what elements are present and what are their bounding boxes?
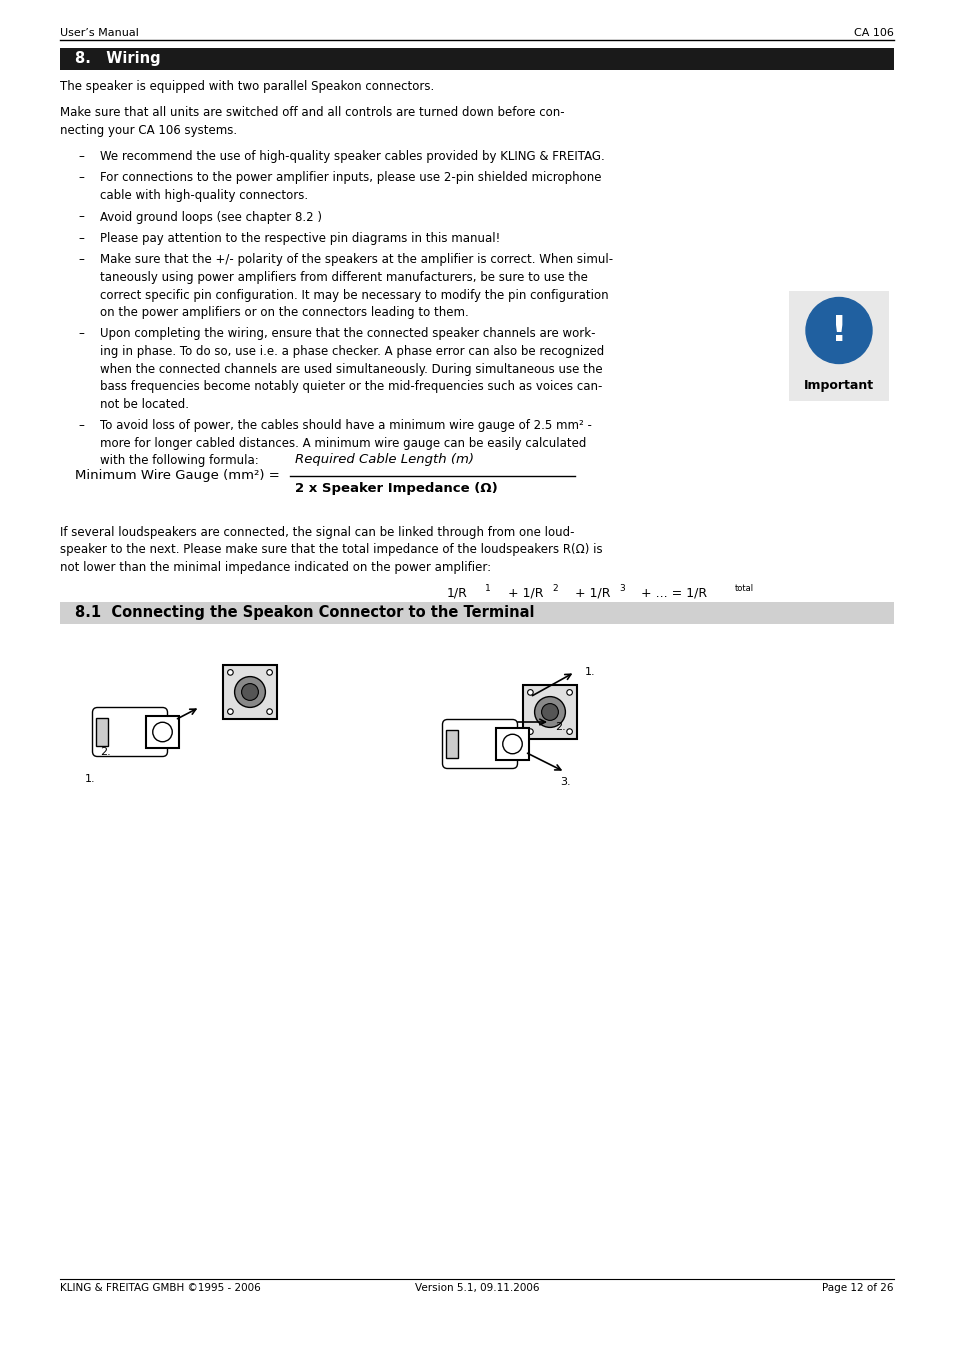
Text: User’s Manual: User’s Manual — [60, 28, 139, 38]
Text: –: – — [78, 211, 84, 223]
Text: more for longer cabled distances. A minimum wire gauge can be easily calculated: more for longer cabled distances. A mini… — [100, 436, 586, 450]
Text: –: – — [78, 232, 84, 245]
Text: Important: Important — [803, 378, 873, 392]
FancyBboxPatch shape — [92, 708, 168, 757]
Text: Version 5.1, 09.11.2006: Version 5.1, 09.11.2006 — [415, 1283, 538, 1293]
Circle shape — [527, 689, 533, 696]
Text: 1.: 1. — [584, 667, 595, 677]
Text: We recommend the use of high-quality speaker cables provided by KLING & FREITAG.: We recommend the use of high-quality spe… — [100, 150, 604, 163]
FancyBboxPatch shape — [442, 720, 517, 769]
Text: If several loudspeakers are connected, the signal can be linked through from one: If several loudspeakers are connected, t… — [60, 526, 574, 539]
Text: ing in phase. To do so, use i.e. a phase checker. A phase error can also be reco: ing in phase. To do so, use i.e. a phase… — [100, 345, 603, 358]
Text: CA 106: CA 106 — [853, 28, 893, 38]
Text: + ... = 1/R: + ... = 1/R — [637, 586, 706, 598]
Circle shape — [527, 728, 533, 735]
FancyBboxPatch shape — [496, 728, 528, 761]
Text: Required Cable Length (m): Required Cable Length (m) — [294, 453, 474, 466]
Text: not be located.: not be located. — [100, 397, 189, 411]
Circle shape — [566, 689, 572, 696]
FancyBboxPatch shape — [446, 730, 457, 758]
Text: when the connected channels are used simultaneously. During simultaneous use the: when the connected channels are used sim… — [100, 362, 602, 376]
Text: !: ! — [830, 313, 846, 347]
FancyBboxPatch shape — [60, 603, 893, 624]
Text: 3: 3 — [618, 584, 624, 593]
Text: Page 12 of 26: Page 12 of 26 — [821, 1283, 893, 1293]
Text: –: – — [78, 254, 84, 266]
Text: on the power amplifiers or on the connectors leading to them.: on the power amplifiers or on the connec… — [100, 305, 468, 319]
Text: Please pay attention to the respective pin diagrams in this manual!: Please pay attention to the respective p… — [100, 232, 499, 245]
Circle shape — [267, 670, 273, 676]
Circle shape — [566, 728, 572, 735]
Text: Make sure that the +/- polarity of the speakers at the amplifier is correct. Whe: Make sure that the +/- polarity of the s… — [100, 254, 613, 266]
Text: cable with high-quality connectors.: cable with high-quality connectors. — [100, 189, 308, 203]
Text: correct specific pin configuration. It may be necessary to modify the pin config: correct specific pin configuration. It m… — [100, 289, 608, 301]
Circle shape — [502, 734, 521, 754]
Text: total: total — [734, 584, 753, 593]
Text: 2.: 2. — [555, 721, 565, 732]
Text: 1/R: 1/R — [447, 586, 467, 598]
FancyBboxPatch shape — [146, 716, 178, 748]
Circle shape — [267, 709, 273, 715]
Text: bass frequencies become notably quieter or the mid-frequencies such as voices ca: bass frequencies become notably quieter … — [100, 380, 601, 393]
Text: 3.: 3. — [559, 777, 570, 788]
FancyBboxPatch shape — [96, 717, 108, 746]
Text: Upon completing the wiring, ensure that the connected speaker channels are work-: Upon completing the wiring, ensure that … — [100, 327, 595, 340]
Text: –: – — [78, 419, 84, 432]
Text: 2.: 2. — [100, 747, 111, 757]
FancyBboxPatch shape — [60, 49, 893, 70]
Text: 1: 1 — [484, 584, 490, 593]
Text: not lower than the minimal impedance indicated on the power amplifier:: not lower than the minimal impedance ind… — [60, 561, 491, 574]
Circle shape — [805, 297, 871, 363]
Circle shape — [541, 704, 558, 720]
Circle shape — [228, 670, 233, 676]
Text: Make sure that all units are switched off and all controls are turned down befor: Make sure that all units are switched of… — [60, 105, 564, 119]
Text: KLING & FREITAG GMBH ©1995 - 2006: KLING & FREITAG GMBH ©1995 - 2006 — [60, 1283, 260, 1293]
Circle shape — [228, 709, 233, 715]
Text: –: – — [78, 172, 84, 185]
FancyBboxPatch shape — [788, 290, 888, 400]
Circle shape — [234, 677, 265, 708]
Text: –: – — [78, 150, 84, 163]
Text: To avoid loss of power, the cables should have a minimum wire gauge of 2.5 mm² -: To avoid loss of power, the cables shoul… — [100, 419, 591, 432]
Text: 2: 2 — [552, 584, 558, 593]
Text: speaker to the next. Please make sure that the total impedance of the loudspeake: speaker to the next. Please make sure th… — [60, 543, 602, 557]
Text: 8.   Wiring: 8. Wiring — [75, 50, 160, 65]
Circle shape — [152, 723, 172, 742]
Text: + 1/R: + 1/R — [503, 586, 543, 598]
Text: The speaker is equipped with two parallel Speakon connectors.: The speaker is equipped with two paralle… — [60, 80, 434, 93]
Text: + 1/R: + 1/R — [571, 586, 610, 598]
Text: 1.: 1. — [85, 774, 95, 784]
Text: necting your CA 106 systems.: necting your CA 106 systems. — [60, 124, 237, 136]
Text: 2 x Speaker Impedance (Ω): 2 x Speaker Impedance (Ω) — [294, 481, 497, 494]
Text: For connections to the power amplifier inputs, please use 2-pin shielded microph: For connections to the power amplifier i… — [100, 172, 601, 185]
Circle shape — [241, 684, 258, 700]
Text: Avoid ground loops (see chapter 8.2 ): Avoid ground loops (see chapter 8.2 ) — [100, 211, 322, 223]
Text: 8.1  Connecting the Speakon Connector to the Terminal: 8.1 Connecting the Speakon Connector to … — [75, 604, 534, 620]
FancyBboxPatch shape — [223, 666, 276, 719]
FancyBboxPatch shape — [523, 685, 576, 739]
Text: Minimum Wire Gauge (mm²) =: Minimum Wire Gauge (mm²) = — [75, 469, 279, 482]
Text: –: – — [78, 327, 84, 340]
Circle shape — [534, 697, 565, 727]
Text: taneously using power amplifiers from different manufacturers, be sure to use th: taneously using power amplifiers from di… — [100, 272, 587, 284]
Text: with the following formula:: with the following formula: — [100, 454, 258, 467]
